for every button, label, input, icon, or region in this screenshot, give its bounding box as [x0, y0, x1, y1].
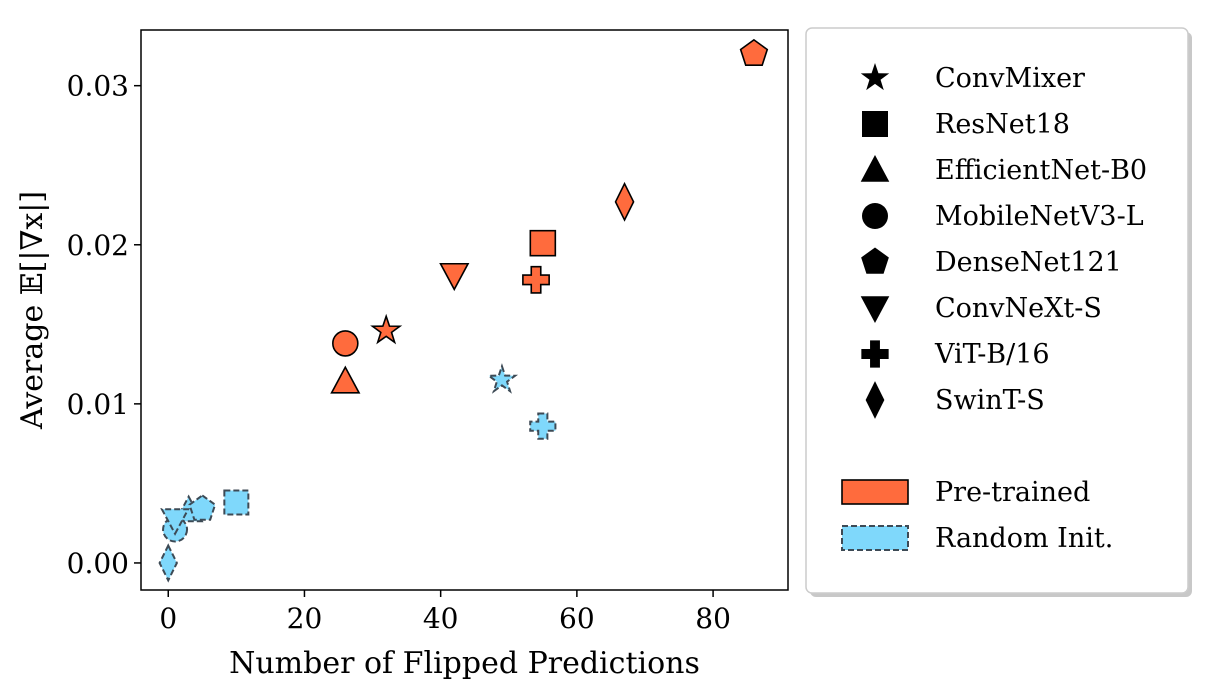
legend-label: ConvNeXt-S: [935, 293, 1102, 324]
pretrained-convmixer-marker: [370, 313, 403, 345]
pretrained-efficientnet-b0-marker: [330, 365, 361, 394]
x-tick-label: 20: [287, 602, 323, 635]
legend-label: ConvMixer: [935, 63, 1085, 94]
legend-items: ConvMixer ResNet18 EfficientNet-B0 MobileNe…: [841, 63, 1147, 554]
pretrained-mobilenetv3-l-marker: [332, 330, 359, 357]
legend-box: [805, 27, 1189, 594]
y-tick-label: 0.00: [67, 547, 129, 580]
legend-swatch-random-init: [841, 525, 909, 551]
legend-swatch-pretrained: [841, 479, 909, 505]
legend-label: EfficientNet-B0: [935, 155, 1147, 186]
x-axis: 0 20 40 60 80: [159, 590, 731, 635]
y-axis-title: Average 𝔼[|∇x|]: [15, 191, 50, 430]
legend-label: ViT-B/16: [934, 339, 1050, 370]
random-init-convnext-s-marker: [160, 508, 190, 536]
y-tick-label: 0.02: [67, 229, 129, 262]
legend-marker-vit-b-16: [861, 340, 889, 368]
pretrained-vit-b-16-marker: [522, 265, 550, 294]
legend-label: DenseNet121: [935, 247, 1122, 278]
legend-marker-densenet121: [861, 247, 889, 274]
x-tick-label: 0: [159, 602, 177, 635]
y-tick-label: 0.01: [67, 388, 129, 421]
legend-marker-convnext-s: [860, 296, 890, 323]
x-tick-label: 60: [559, 602, 595, 635]
x-axis-title: Number of Flipped Predictions: [229, 646, 700, 681]
pretrained-swint-s-marker: [614, 181, 635, 222]
x-tick-label: 80: [695, 602, 731, 635]
legend-label: ResNet18: [935, 109, 1070, 140]
legend: ConvMixer ResNet18 EfficientNet-B0 MobileNe…: [805, 27, 1192, 597]
legend-series-label: Pre-trained: [935, 477, 1090, 508]
random-init-densenet121-marker: [188, 494, 217, 521]
legend-marker-convmixer: [860, 63, 890, 91]
pretrained-resnet18-marker: [529, 229, 557, 257]
random-init-swint-s-marker: [158, 543, 178, 583]
data-markers: [158, 38, 769, 583]
random-init-vit-b-16-marker: [529, 412, 557, 440]
pretrained-convnext-s-marker: [439, 262, 470, 292]
legend-series-label: Random Init.: [935, 523, 1113, 554]
y-axis: 0.00 0.01 0.02 0.03: [67, 70, 141, 580]
random-init-convmixer-marker: [485, 363, 519, 394]
random-init-resnet18-marker: [223, 489, 250, 516]
legend-label: MobileNetV3-L: [935, 201, 1144, 232]
y-tick-label: 0.03: [67, 70, 129, 103]
x-tick-label: 40: [423, 602, 459, 635]
legend-marker-resnet18: [862, 111, 888, 137]
pretrained-densenet121-marker: [739, 38, 769, 66]
legend-label: SwinT-S: [935, 385, 1045, 416]
legend-marker-mobilenetv3-l: [862, 203, 888, 229]
legend-marker-swint-s: [865, 381, 885, 419]
legend-marker-efficientnet-b0: [860, 155, 890, 182]
